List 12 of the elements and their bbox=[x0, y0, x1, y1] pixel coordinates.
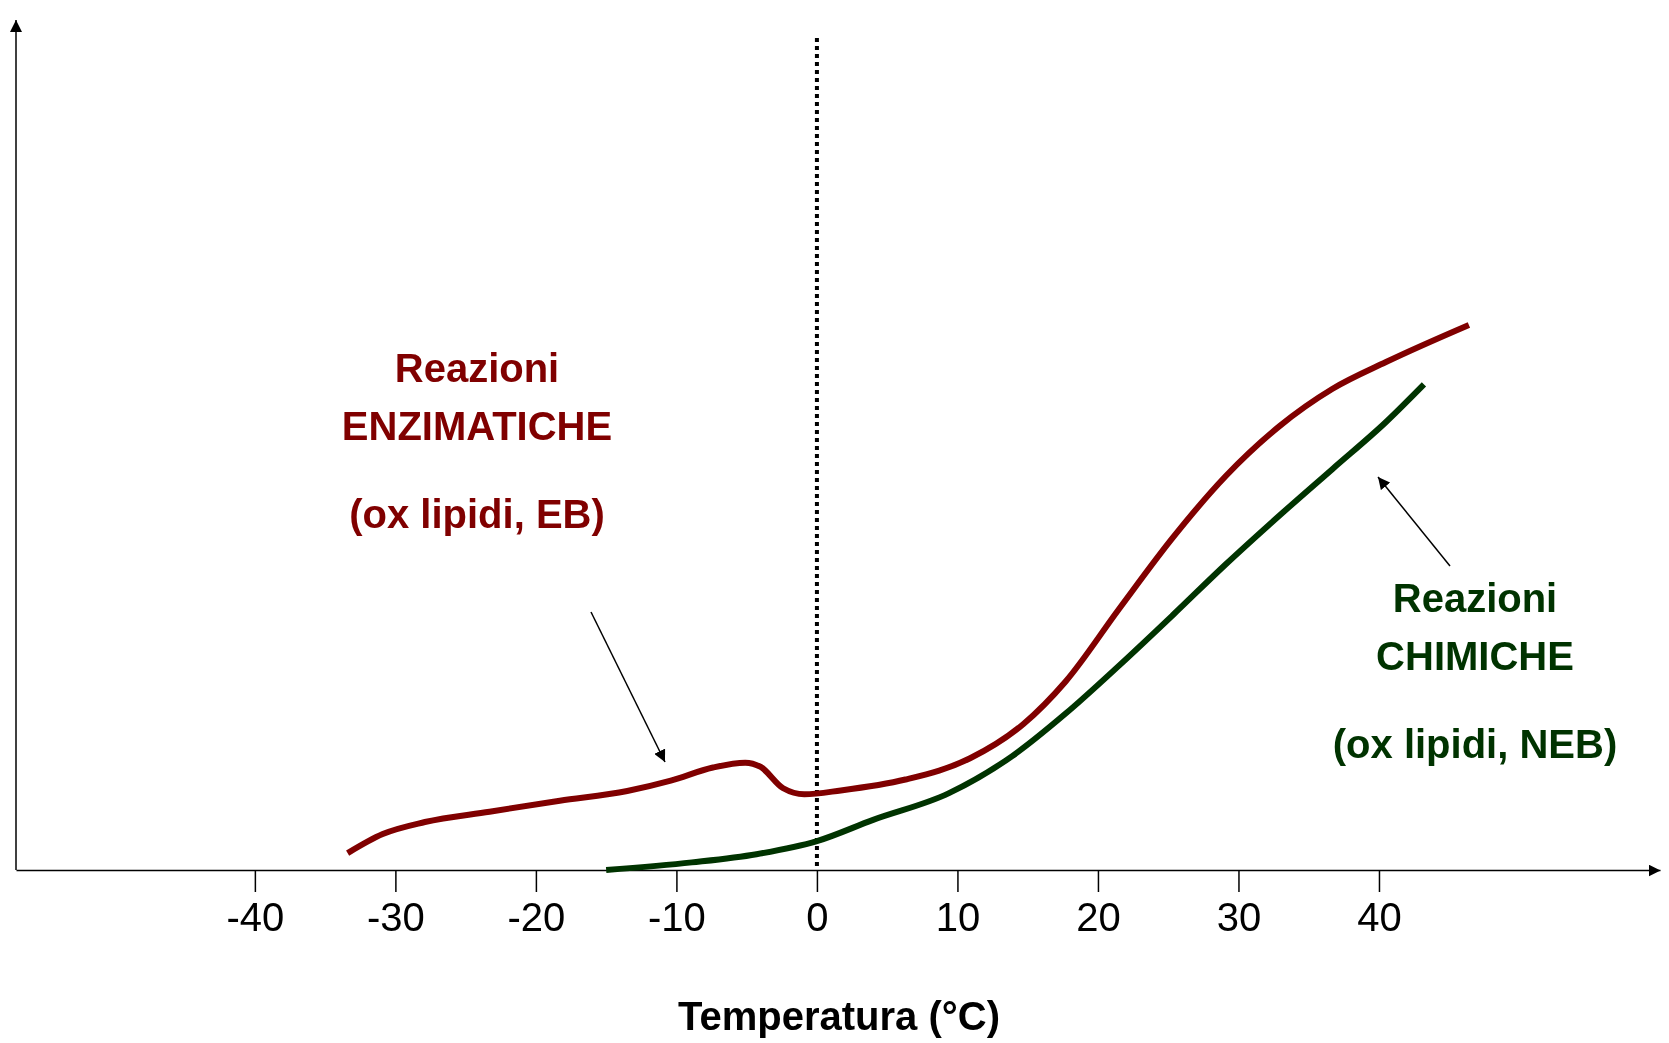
x-axis-title: Temperatura (°C) bbox=[678, 994, 1000, 1038]
x-tick-label: -30 bbox=[366, 895, 425, 939]
x-tick-label: 10 bbox=[935, 895, 981, 939]
annotation: Reazioni ENZIMATICHE (ox lipidi, EB) bbox=[341, 346, 613, 536]
x-tick-label: -20 bbox=[507, 895, 566, 939]
x-tick-label: -10 bbox=[648, 895, 706, 939]
x-tick-label: 0 bbox=[806, 895, 829, 939]
x-tick-label: 30 bbox=[1216, 895, 1262, 939]
annotation: Reazioni CHIMICHE (ox lipidi, NEB) bbox=[1332, 576, 1618, 766]
x-tick-label: -40 bbox=[226, 895, 285, 939]
x-tick-label: 40 bbox=[1357, 895, 1402, 939]
x-tick-label: 20 bbox=[1076, 895, 1121, 939]
